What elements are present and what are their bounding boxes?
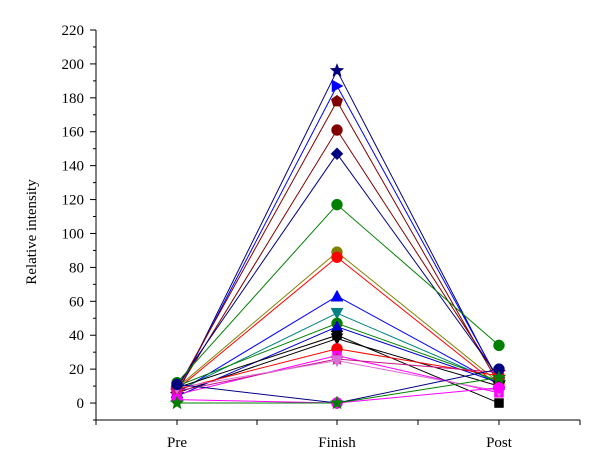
x-ticks: Pre Finish Post: [95, 420, 581, 451]
y-tick-label: 100: [62, 226, 85, 242]
x-tick-label: Finish: [318, 435, 356, 451]
y-tick-label: 200: [62, 57, 85, 73]
data-point: [491, 369, 507, 384]
y-tick-label: 120: [62, 193, 85, 209]
y-tick-label: 60: [69, 294, 84, 310]
y-tick-label: 160: [62, 125, 85, 141]
y-tick-label: 40: [69, 328, 84, 344]
data-point: [330, 94, 344, 107]
data-point: [331, 198, 343, 211]
y-axis-label: Relative intensity: [24, 179, 40, 285]
y-tick-label: 0: [77, 396, 85, 412]
data-point: [493, 339, 505, 352]
data-point: [330, 307, 344, 320]
y-ticks: 0 20 40 60 80 100 120 140 160 180 200 220: [62, 23, 96, 421]
y-tick-label: 220: [62, 23, 85, 39]
data-point: [330, 147, 344, 161]
data-point: [330, 333, 344, 346]
x-tick-label: Pre: [167, 435, 187, 451]
data-point: [171, 378, 183, 391]
data-point: [330, 355, 344, 368]
data-point: [329, 63, 345, 77]
data-point: [331, 79, 344, 93]
data-point: [331, 124, 343, 136]
series-markers: [169, 63, 507, 410]
y-tick-label: 180: [62, 91, 85, 107]
data-point: [330, 289, 344, 302]
x-tick-label: Post: [486, 435, 513, 451]
y-tick-label: 140: [62, 159, 85, 175]
data-point: [169, 395, 185, 410]
y-tick-label: 20: [69, 362, 84, 378]
data-point: [493, 382, 505, 394]
data-point: [329, 395, 345, 410]
data-point: [331, 251, 343, 263]
y-tick-label: 80: [69, 260, 84, 276]
data-point: [494, 398, 504, 408]
